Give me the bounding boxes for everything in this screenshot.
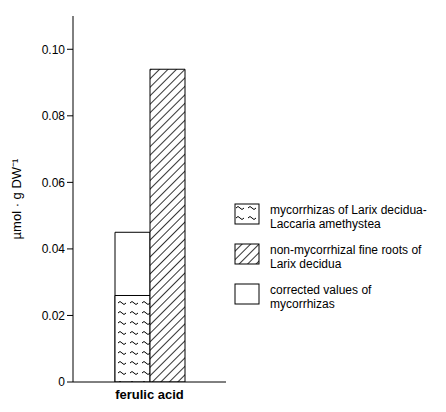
- svg-text:ferulic acid: ferulic acid: [115, 387, 184, 402]
- svg-text:0: 0: [58, 375, 65, 389]
- svg-text:µmol · g DW⁻¹: µmol · g DW⁻¹: [9, 158, 24, 239]
- svg-text:0.02: 0.02: [42, 309, 66, 323]
- svg-text:0.08: 0.08: [42, 109, 66, 123]
- html-text:non-mycorrhizal fine roots of: non-mycorrhizal fine roots of Larix deci…: [270, 243, 422, 271]
- html-text:mycorrhizas of Larix decidua-L: mycorrhizas of Larix decidua-Laccaria am…: [270, 203, 427, 231]
- html-text:corrected values of mycorrhiza: corrected values of mycorrhizas: [270, 283, 372, 311]
- svg-text:0.04: 0.04: [42, 242, 66, 256]
- svg-text:0.06: 0.06: [42, 176, 66, 190]
- svg-text:0.10: 0.10: [42, 43, 66, 57]
